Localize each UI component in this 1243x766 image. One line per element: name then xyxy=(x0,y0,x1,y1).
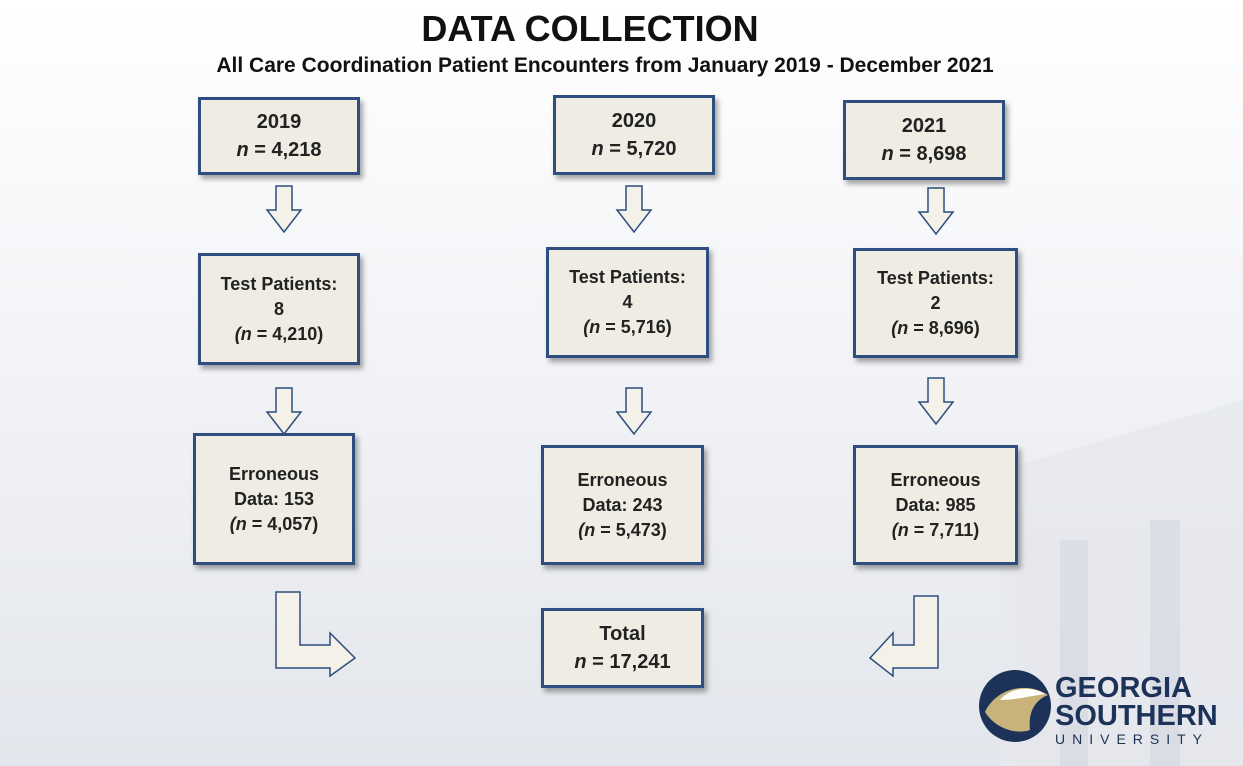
flow-box: 2020 n = 5,720 xyxy=(553,95,715,175)
text-segment: Total xyxy=(599,623,645,645)
box-line: n = 5,720 xyxy=(591,135,676,163)
text-segment: Test Patients: xyxy=(877,268,994,288)
flow-box: 2021 n = 8,698 xyxy=(843,100,1005,180)
box-line: n = 4,218 xyxy=(236,136,321,164)
text-segment: n xyxy=(591,138,603,160)
text-segment: n xyxy=(589,317,600,337)
box-line: Erroneous xyxy=(229,462,319,487)
box-line: Data: 153 xyxy=(234,487,314,512)
text-segment: = 17,241 xyxy=(587,651,671,673)
text-segment: = 4,057) xyxy=(247,514,319,534)
text-segment: Erroneous xyxy=(577,470,667,490)
text-segment: 2021 xyxy=(902,115,947,137)
box-line: Data: 985 xyxy=(895,493,975,518)
text-segment: n xyxy=(898,520,909,540)
flow-box: 2019 n = 4,218 xyxy=(198,97,360,175)
text-segment: = 8,696) xyxy=(908,318,980,338)
box-line: 2 xyxy=(930,291,940,316)
text-segment: 8 xyxy=(274,299,284,319)
subtitle: All Care Coordination Patient Encounters… xyxy=(0,54,1210,78)
box-line: Total xyxy=(599,620,645,648)
text-segment: Data: 985 xyxy=(895,495,975,515)
box-line: 4 xyxy=(622,290,632,315)
box-line: 2021 xyxy=(902,112,947,140)
text-segment: 4 xyxy=(622,292,632,312)
text-segment: Data: 243 xyxy=(582,495,662,515)
text-segment: Erroneous xyxy=(890,470,980,490)
box-line: 2020 xyxy=(612,107,657,135)
box-line: (n = 4,057) xyxy=(230,512,319,537)
flow-box: Erroneous Data: 153 (n = 4,057) xyxy=(193,433,355,565)
text-segment: n xyxy=(574,651,586,673)
box-line: Data: 243 xyxy=(582,493,662,518)
flow-box: Erroneous Data: 243 (n = 5,473) xyxy=(541,445,704,565)
text-segment: n xyxy=(236,139,248,161)
box-line: 8 xyxy=(274,297,284,322)
text-segment: Test Patients: xyxy=(569,267,686,287)
text-segment: = 5,473) xyxy=(595,520,667,540)
box-line: Erroneous xyxy=(890,468,980,493)
text-segment: Erroneous xyxy=(229,464,319,484)
text-segment: = 4,210) xyxy=(252,324,324,344)
box-line: Test Patients: xyxy=(877,266,994,291)
text-segment: n xyxy=(241,324,252,344)
text-segment: = 7,711) xyxy=(909,520,980,540)
box-line: (n = 5,473) xyxy=(578,518,667,543)
box-line: (n = 8,696) xyxy=(891,316,980,341)
box-line: Erroneous xyxy=(577,468,667,493)
flow-box: Test Patients: 2 (n = 8,696) xyxy=(853,248,1018,358)
box-line: (n = 7,711) xyxy=(892,518,980,543)
text-segment: n xyxy=(881,143,893,165)
text-segment: = 4,218 xyxy=(249,139,322,161)
flow-box: Test Patients: 8 (n = 4,210) xyxy=(198,253,360,365)
text-segment: 2019 xyxy=(257,111,302,133)
box-line: Test Patients: xyxy=(569,265,686,290)
slide: DATA COLLECTION All Care Coordination Pa… xyxy=(0,0,1243,766)
flow-box: Erroneous Data: 985 (n = 7,711) xyxy=(853,445,1018,565)
text-segment: n xyxy=(897,318,908,338)
text-segment: Data: 153 xyxy=(234,489,314,509)
flow-box: Test Patients: 4 (n = 5,716) xyxy=(546,247,709,358)
logo-emblem xyxy=(979,670,1051,742)
text-segment: Test Patients: xyxy=(221,274,338,294)
text-segment: n xyxy=(236,514,247,534)
box-line: n = 17,241 xyxy=(574,648,670,676)
box-line: n = 8,698 xyxy=(881,140,966,168)
box-line: Test Patients: xyxy=(221,272,338,297)
box-line: (n = 5,716) xyxy=(583,315,672,340)
text-segment: 2020 xyxy=(612,110,657,132)
text-segment: = 5,720 xyxy=(604,138,677,160)
text-segment: 2 xyxy=(930,293,940,313)
text-segment: n xyxy=(584,520,595,540)
logo-line: UNIVERSITY xyxy=(1055,731,1209,747)
text-segment: = 8,698 xyxy=(894,143,967,165)
title: DATA COLLECTION xyxy=(0,8,1180,50)
box-line: 2019 xyxy=(257,108,302,136)
logo-line: SOUTHERN xyxy=(1055,700,1218,733)
text-segment: = 5,716) xyxy=(600,317,672,337)
box-line: (n = 4,210) xyxy=(235,322,324,347)
